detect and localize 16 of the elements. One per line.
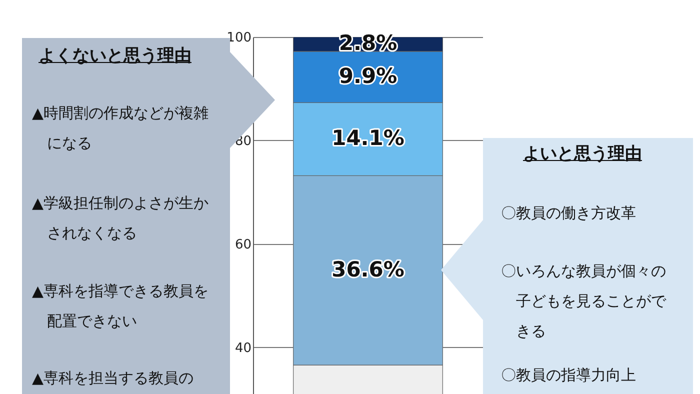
data-label: 14.1% (332, 126, 404, 150)
text: よいと思う理由 (522, 143, 643, 165)
text: よくないと思う理由 (38, 45, 192, 67)
data-label: 2.8% (338, 31, 398, 56)
text: ▲専科を指導できる教員を配置できない (32, 281, 210, 332)
text: 〇いろんな教員が個々の子どもを見ることができる (501, 261, 668, 342)
text: 〇教員の働き方改革 (501, 203, 637, 224)
text: ▲専科を担当する教員の (32, 368, 195, 389)
y-tick-label: 100 (226, 30, 252, 46)
data-label: 36.6% (332, 257, 404, 282)
text: ▲時間割の作成などが複雑になる (32, 103, 210, 154)
y-tick-label: 40 (234, 340, 252, 356)
text: 〇教員の指導力向上 (501, 365, 637, 386)
y-tick-label: 60 (234, 237, 252, 252)
data-label: 9.9% (338, 64, 398, 88)
text: ▲学級担任制のよさが生かされなくなる (32, 193, 210, 244)
